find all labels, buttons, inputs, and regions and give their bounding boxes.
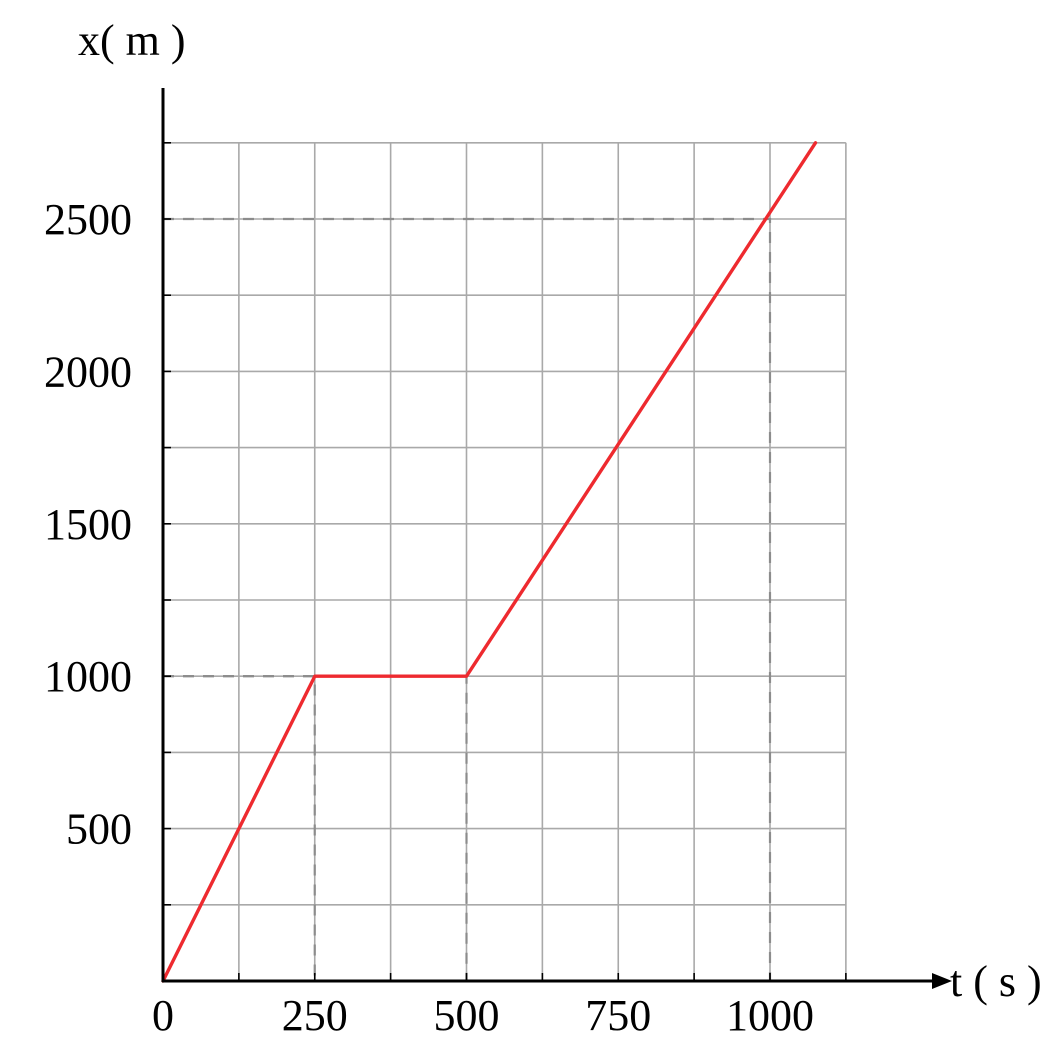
tick-labels: 0 250 500 750 1000 500 1000 1500 2000 2500 (44, 195, 814, 1037)
x-tick-label: 0 (152, 991, 174, 1037)
y-tick-label: 1000 (44, 652, 132, 701)
x-tick-label: 500 (434, 991, 500, 1037)
x-tick-label: 1000 (726, 991, 814, 1037)
y-tick-label: 2000 (44, 347, 132, 396)
tick-marks (163, 142, 847, 981)
x-tick-label: 750 (585, 991, 651, 1037)
y-axis-label: x( m ) (78, 16, 186, 65)
y-tick-label: 500 (66, 805, 132, 854)
y-tick-label: 1500 (44, 500, 132, 549)
series-group (161, 141, 818, 983)
x-tick-label: 250 (282, 991, 348, 1037)
axes (161, 88, 952, 989)
series-line (161, 141, 818, 983)
y-tick-label: 2500 (44, 195, 132, 244)
reference-line (163, 217, 772, 981)
grid (163, 142, 847, 981)
x-axis-arrow (932, 973, 952, 989)
x-axis-label: t ( s ) (950, 957, 1042, 1006)
